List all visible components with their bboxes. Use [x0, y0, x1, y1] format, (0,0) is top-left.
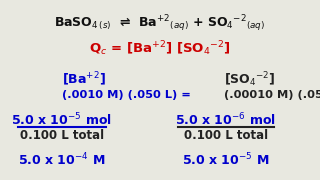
Text: 5.0 x 10$^{-4}$ M: 5.0 x 10$^{-4}$ M: [18, 152, 105, 169]
Text: BaSO$_{4\,(s)}$  ⇌  Ba$^{+2}$$_{(aq)}$ + SO$_4$$^{-2}$$_{(aq)}$: BaSO$_{4\,(s)}$ ⇌ Ba$^{+2}$$_{(aq)}$ + S…: [54, 14, 266, 34]
Text: 5.0 x 10$^{-5}$ mol: 5.0 x 10$^{-5}$ mol: [11, 112, 112, 128]
Text: 0.100 L total: 0.100 L total: [20, 129, 104, 142]
Text: (.0010 M) (.050 L) =: (.0010 M) (.050 L) =: [62, 90, 191, 100]
Text: 5.0 x 10$^{-5}$ M: 5.0 x 10$^{-5}$ M: [182, 152, 269, 169]
Text: [SO$_4$$^{-2}$]: [SO$_4$$^{-2}$]: [224, 70, 276, 89]
Text: [Ba$^{+2}$]: [Ba$^{+2}$]: [62, 70, 106, 88]
Text: 0.100 L total: 0.100 L total: [184, 129, 268, 142]
Text: Q$_c$ = [Ba$^{+2}$] [SO$_4$$^{-2}$]: Q$_c$ = [Ba$^{+2}$] [SO$_4$$^{-2}$]: [89, 40, 231, 58]
Text: 5.0 x 10$^{-6}$ mol: 5.0 x 10$^{-6}$ mol: [175, 112, 276, 128]
Text: (.00010 M) (.050 L) =: (.00010 M) (.050 L) =: [224, 90, 320, 100]
